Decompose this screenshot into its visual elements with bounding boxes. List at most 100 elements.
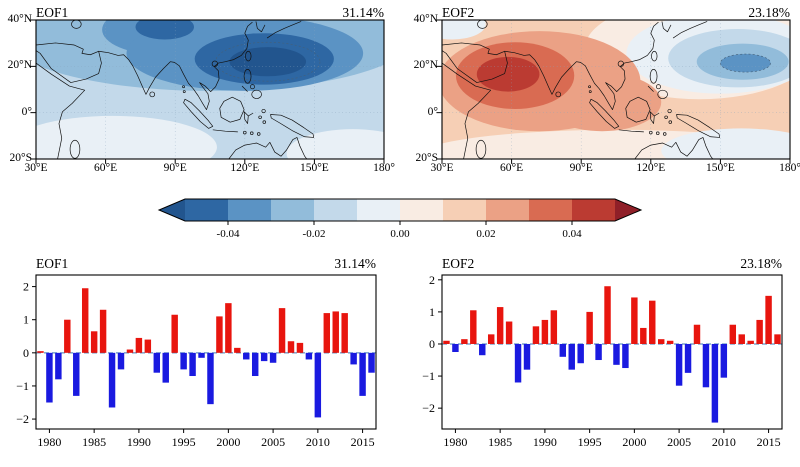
eof1-map-plot	[30, 19, 385, 164]
svg-text:2015: 2015	[757, 435, 781, 449]
map-x-tick-label: 180°	[373, 162, 395, 174]
pc-bar	[693, 324, 701, 344]
eof2-map-title: EOF2	[442, 5, 475, 20]
pc-bar	[559, 343, 567, 357]
map-frame	[441, 19, 791, 160]
pc-bar	[666, 340, 674, 344]
pc-bar	[126, 349, 134, 353]
pc-bar	[747, 340, 754, 344]
pc-bar	[622, 343, 629, 369]
axis-tick-marks	[32, 286, 364, 433]
axes-frame	[441, 274, 783, 430]
pc-bar	[640, 327, 647, 344]
eof2-pc-panel: EOF2 23.18% −2 −1 0 1 2 1980 1985 1990 1995 2000 2…	[416, 256, 786, 462]
pc-bar	[487, 334, 495, 344]
map-x-tick-label: 120°E	[636, 162, 666, 174]
pc-bar	[117, 352, 125, 370]
eof2-pc-variance: 23.18%	[740, 256, 782, 271]
pc-bar	[73, 352, 80, 396]
pc-bar	[153, 352, 161, 373]
map-field	[442, 20, 790, 159]
pc-bar	[135, 337, 143, 353]
map-y-tick-label: 0°	[427, 105, 438, 118]
pc-bar	[532, 326, 540, 344]
map-x-tick-label: 60°E	[94, 162, 118, 174]
eof1-pc-chart: −2 −1 0 1 2 1980 1985 1990 1995 2000 2005 2010 2015	[16, 274, 377, 449]
pc-bar	[287, 341, 295, 353]
map-y-tick-label: 40°N	[413, 13, 438, 25]
pc-bar	[144, 339, 152, 353]
svg-text:−2: −2	[422, 401, 435, 415]
map-x-tick-label: 90°E	[569, 162, 593, 174]
map-x-tick-label: 60°E	[500, 162, 524, 174]
pc-bar	[162, 352, 169, 383]
pc-bar	[649, 300, 656, 344]
eof2-map-variance: 23.18%	[748, 5, 790, 20]
eof1-map-panel: EOF1 31.14% 30°E 60°E 90°E 120°E 150°E 180° 40…	[8, 5, 395, 177]
pc-bar	[260, 352, 268, 362]
map-y-tick-label: 20°S	[9, 152, 33, 164]
eof2-pc-chart: −2 −1 0 1 2 1980 1985 1990 1995 2000 2005 2010 2015	[422, 273, 783, 449]
pc-bar	[368, 352, 375, 373]
svg-text:1: 1	[23, 313, 29, 327]
map-tick-marks	[436, 19, 791, 164]
svg-text:2010: 2010	[306, 435, 330, 449]
pc-bar	[332, 311, 339, 353]
map-y-tick-label: 40°N	[7, 13, 32, 25]
eof1-map-header: EOF1 31.14%	[36, 5, 384, 20]
pc-bar	[568, 343, 575, 370]
svg-text:2000: 2000	[216, 435, 240, 449]
pc-bar	[37, 351, 44, 353]
map-gridlines	[442, 20, 790, 159]
pc-bar	[55, 352, 62, 380]
svg-text:0.02: 0.02	[476, 228, 495, 240]
map-x-tick-label: 180°	[779, 162, 800, 174]
pc-bar	[452, 343, 459, 352]
map-x-tick-label: 30°E	[24, 162, 48, 174]
eof1-pc-title: EOF1	[36, 256, 69, 271]
colorbar-tick-marks	[227, 221, 573, 225]
eof1-map-title: EOF1	[36, 5, 69, 20]
svg-text:1995: 1995	[578, 435, 602, 449]
pc-bar	[595, 343, 602, 361]
eof2-pc-header: EOF2 23.18%	[442, 256, 782, 271]
svg-text:1995: 1995	[172, 435, 196, 449]
svg-text:2: 2	[429, 273, 435, 287]
map-y-tick-label: 20°N	[413, 59, 438, 72]
pc-bar	[675, 343, 683, 386]
pc-bar	[234, 347, 241, 353]
svg-text:1: 1	[429, 305, 435, 319]
map-frame	[35, 19, 385, 160]
pc-bar	[461, 339, 468, 344]
svg-text:2: 2	[23, 280, 29, 294]
axis-tick-marks	[438, 279, 770, 433]
eof1-map-variance: 31.14%	[342, 5, 384, 20]
eof2-map-header: EOF2 23.18%	[442, 5, 790, 20]
pc-bar	[720, 343, 728, 378]
pc-bar	[296, 342, 304, 353]
pc-bar	[278, 308, 286, 353]
svg-text:1980: 1980	[37, 435, 61, 449]
map-tick-marks	[30, 19, 385, 164]
pc-bar	[350, 352, 357, 365]
map-y-tick-label: 20°S	[415, 152, 439, 164]
svg-text:2000: 2000	[622, 435, 646, 449]
svg-text:1980: 1980	[443, 435, 467, 449]
pc-bar	[243, 352, 250, 360]
pc-bar	[269, 352, 277, 363]
pc-bar	[711, 343, 719, 423]
svg-text:-0.04: -0.04	[217, 228, 240, 240]
eof1-pc-variance: 31.14%	[334, 256, 376, 271]
pc-bar	[577, 343, 584, 364]
eof1-pc-header: EOF1 31.14%	[36, 256, 376, 271]
map-y-tick-label: 0°	[21, 105, 32, 118]
pc-bar	[586, 311, 593, 344]
bar-series	[443, 286, 781, 423]
pc-bar	[81, 288, 89, 353]
axis-tick-labels: −2 −1 0 1 2 1980 1985 1990 1995 2000 2005 2010 2015	[422, 273, 780, 449]
svg-text:2015: 2015	[351, 435, 375, 449]
map-x-tick-label: 90°E	[163, 162, 187, 174]
svg-text:−1: −1	[422, 369, 435, 383]
pc-bar	[684, 343, 692, 373]
pc-bar	[171, 314, 178, 353]
